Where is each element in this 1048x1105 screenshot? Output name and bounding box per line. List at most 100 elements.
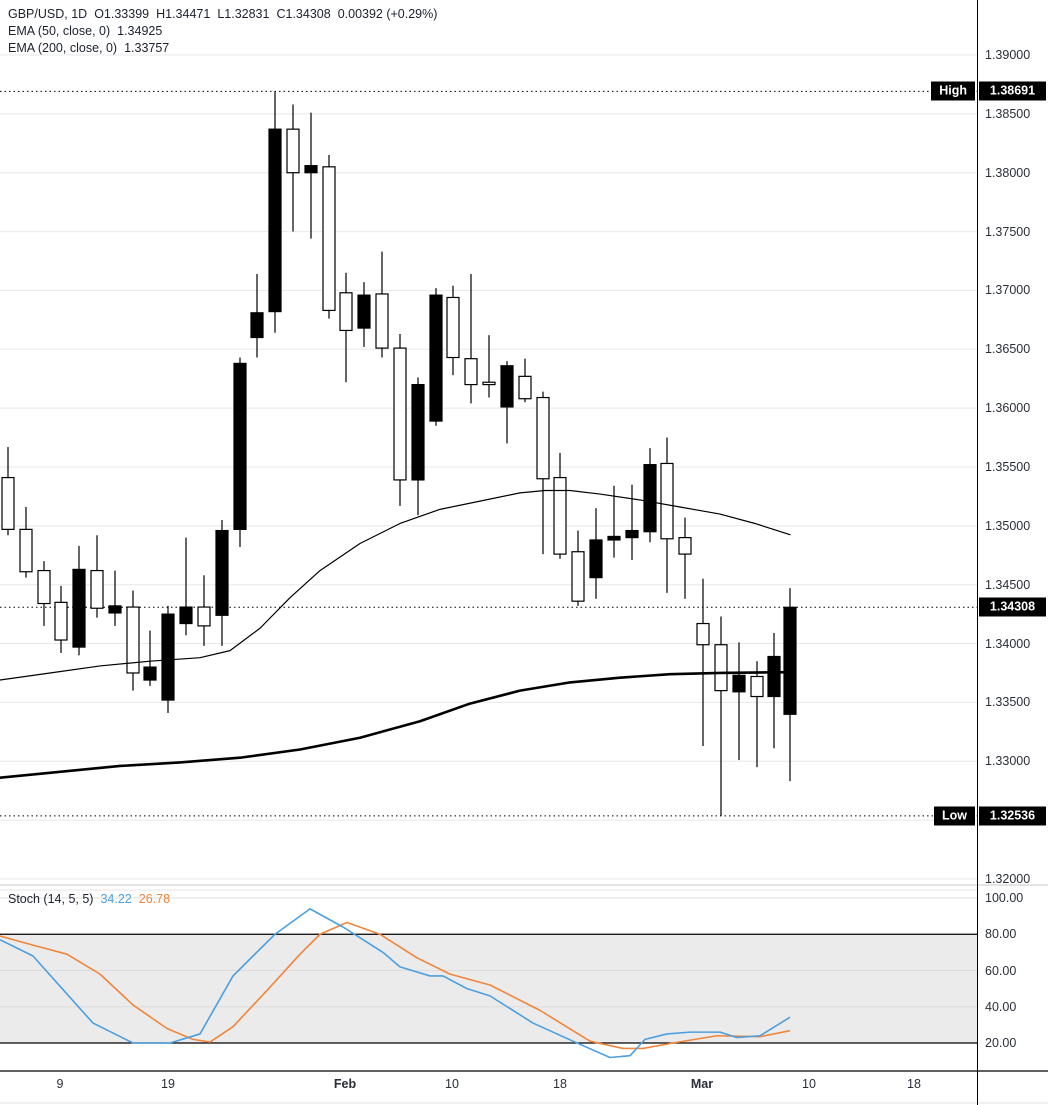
ema50-value: 1.34925 xyxy=(117,24,163,38)
low-label-badge: Low xyxy=(934,806,975,826)
candle-body-up xyxy=(233,362,247,530)
candle-body-down xyxy=(464,358,478,386)
candle-body-down xyxy=(1,476,15,530)
price-axis-label: 1.36500 xyxy=(985,342,1031,357)
candle-body-up xyxy=(215,529,229,616)
price-axis-label: 1.35000 xyxy=(985,518,1031,533)
price-axis-label: 1.37500 xyxy=(985,224,1031,239)
candle-body-down xyxy=(553,476,567,555)
candle-body-up xyxy=(304,165,318,174)
stoch-d-line xyxy=(0,921,791,1050)
stoch-d-value: 26.78 xyxy=(138,892,171,906)
candle-body-up xyxy=(161,613,175,701)
candle-body-up xyxy=(732,674,746,693)
ema50-legend[interactable]: EMA (50, close, 0) 1.34925 xyxy=(8,23,169,40)
high-label-badge: High xyxy=(931,81,975,101)
stoch-k-value: 34.22 xyxy=(100,892,132,906)
stoch-legend[interactable]: Stoch (14, 5, 5) 34.22 26.78 xyxy=(8,891,177,908)
price-axis-label: 1.39000 xyxy=(985,48,1031,62)
ohlc-low: L1.32831 xyxy=(217,7,270,21)
candle-body-up xyxy=(411,383,425,481)
candle-body-down xyxy=(571,551,585,602)
candle-body-down xyxy=(446,296,460,359)
candle-body-down xyxy=(750,675,764,698)
stoch-band xyxy=(0,934,977,1043)
candle-body-up xyxy=(268,128,282,313)
candle-body-down xyxy=(518,375,532,400)
candle-body-down xyxy=(37,569,51,605)
candle-body-down xyxy=(322,166,336,312)
candle-body-down xyxy=(536,396,550,480)
candle-body-up xyxy=(767,655,781,698)
candle-body-down xyxy=(54,601,68,641)
candle-body-up xyxy=(108,605,122,614)
symbol-legend[interactable]: GBP/USD, 1D O1.33399 H1.34471 L1.32831 C1.34… xyxy=(8,6,444,23)
symbol-title: GBP/USD, 1D xyxy=(8,7,88,21)
candle-body-up xyxy=(500,365,514,408)
ema-50-line xyxy=(0,489,791,681)
ema200-legend[interactable]: EMA (200, close, 0) 1.33757 xyxy=(8,40,176,57)
candle-body-down xyxy=(696,622,710,646)
price-axis-label: 1.36000 xyxy=(985,401,1031,416)
ema50-label: EMA (50, close, 0) xyxy=(8,24,111,38)
candle-body-up xyxy=(589,539,603,579)
candle-body-down xyxy=(286,128,300,174)
price-axis-label: 1.38000 xyxy=(985,165,1031,180)
candle-body-up xyxy=(607,535,621,541)
candle-body-up xyxy=(429,294,443,422)
candle-body-down xyxy=(714,644,728,692)
candle-body-up xyxy=(357,294,371,329)
candle-body-down xyxy=(678,537,692,555)
price-axis-label: 1.34000 xyxy=(985,636,1031,651)
ema200-label: EMA (200, close, 0) xyxy=(8,41,118,55)
ema-200-line xyxy=(0,670,792,780)
ohlc-change: 0.00392 (+0.29%) xyxy=(337,7,438,21)
low-price-badge: 1.32536 xyxy=(979,806,1046,826)
ema200-value: 1.33757 xyxy=(124,41,170,55)
candle-body-down xyxy=(90,569,104,609)
candle-body-down xyxy=(660,462,674,540)
ohlc-open: O1.33399 xyxy=(94,7,150,21)
price-axis-label: 1.34500 xyxy=(985,577,1031,592)
time-axis-label: 9 xyxy=(56,1077,64,1091)
price-axis-label: 1.33000 xyxy=(985,754,1031,769)
candle-body-down xyxy=(339,292,353,332)
candle-body-up xyxy=(250,312,264,339)
candle-body-down xyxy=(375,293,389,349)
price-axis-label: 1.37000 xyxy=(985,283,1031,298)
time-axis-label: 10 xyxy=(802,1077,816,1091)
stoch-axis-label: 40.00 xyxy=(985,999,1017,1014)
price-axis-label: 1.38500 xyxy=(985,106,1031,121)
candle-body-up xyxy=(783,606,797,715)
time-axis-label: Feb xyxy=(333,1077,357,1091)
stoch-axis-label: 60.00 xyxy=(985,963,1017,978)
candle-body-down xyxy=(126,606,140,674)
time-axis-label: 10 xyxy=(445,1077,459,1091)
candle-body-up xyxy=(643,464,657,533)
candle-body-down xyxy=(19,528,33,573)
price-axis-label: 1.32000 xyxy=(985,871,1031,886)
stoch-axis-label: 100.00 xyxy=(985,891,1024,905)
time-axis-label: 19 xyxy=(161,1077,175,1091)
high-price-badge: 1.38691 xyxy=(979,81,1046,101)
time-axis-label: Mar xyxy=(690,1077,714,1091)
ohlc-close: C1.34308 xyxy=(276,7,331,21)
candle-body-down xyxy=(393,347,407,481)
candle-body-down xyxy=(197,606,211,627)
candle-body-up xyxy=(625,529,639,539)
candle-body-down xyxy=(482,381,496,386)
price-axis-label: 1.33500 xyxy=(985,695,1031,710)
candle-body-up xyxy=(72,568,86,648)
stoch-label: Stoch (14, 5, 5) xyxy=(8,892,94,906)
stoch-axis-label: 80.00 xyxy=(985,927,1017,942)
stoch-k-line xyxy=(0,908,791,1059)
candle-body-up xyxy=(143,666,157,681)
candle-body-up xyxy=(179,606,193,625)
stoch-axis-label: 20.00 xyxy=(985,1036,1017,1050)
price-axis-label: 1.35500 xyxy=(985,459,1031,474)
price-axis-border xyxy=(977,0,978,1105)
time-axis-label: 18 xyxy=(907,1077,921,1091)
ohlc-high: H1.34471 xyxy=(156,7,211,21)
